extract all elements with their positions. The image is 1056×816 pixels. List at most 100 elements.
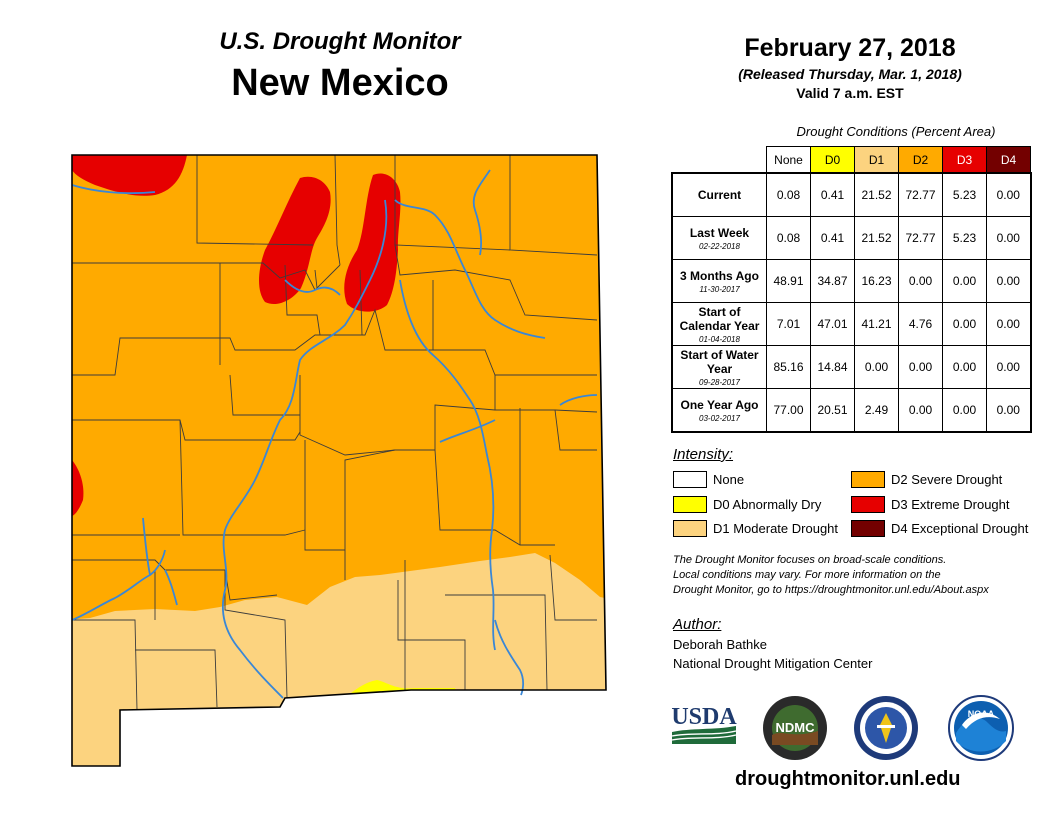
table-cell: 2.49 <box>854 388 899 433</box>
column-header-d0: D0 <box>810 146 855 174</box>
table-cell: 72.77 <box>898 172 943 217</box>
legend-item-d1: D1 Moderate Drought <box>673 520 838 537</box>
table-cell: 5.23 <box>942 216 987 260</box>
mimbres-river <box>164 569 178 606</box>
legend-label: D0 Abnormally Dry <box>713 497 822 512</box>
table-cell: 0.00 <box>986 302 1031 346</box>
table-cell: 0.00 <box>986 259 1031 303</box>
table-row-3-months-ago: 3 Months Ago 11-30-2017 48.91 34.87 16.23… <box>671 259 1031 303</box>
table-row-start-of-calendar-year: Start of Calendar Year 01-04-2018 7.01 47… <box>671 302 1031 346</box>
table-cell: 0.00 <box>942 388 987 433</box>
table-cell: 5.23 <box>942 172 987 217</box>
ndmc-logo: NDMC <box>763 696 827 760</box>
table-cell: 0.41 <box>810 172 855 217</box>
canadian-north-branch <box>472 169 491 256</box>
d3-extreme-drought-northwest <box>72 155 187 196</box>
table-row-current: Current 0.08 0.41 21.52 72.77 5.23 0.00 <box>671 172 1031 217</box>
usda-logo-text: USDA <box>671 704 737 730</box>
legend-item-d0: D0 Abnormally Dry <box>673 496 821 513</box>
new-mexico-drought-map <box>71 154 607 767</box>
note-line: The Drought Monitor focuses on broad-sca… <box>673 554 947 566</box>
row-label: Start of Calendar Year <box>679 304 760 333</box>
eastern-tributary <box>559 394 598 406</box>
legend-item-d2: D2 Severe Drought <box>851 471 1002 488</box>
table-cell: 4.76 <box>898 302 943 346</box>
noaa-logo-text: NOAA <box>968 709 995 719</box>
table-cell: 21.52 <box>854 172 899 217</box>
row-date: 01-04-2018 <box>699 334 740 344</box>
san-juan-river <box>71 184 156 195</box>
table-cell: 0.00 <box>986 216 1031 260</box>
author-organization: National Drought Mitigation Center <box>673 656 873 671</box>
table-cell: 0.00 <box>942 345 987 389</box>
website-link[interactable]: droughtmonitor.unl.edu <box>735 768 961 790</box>
table-cell: 48.91 <box>766 259 811 303</box>
table-caption: Drought Conditions (Percent Area) <box>796 124 996 139</box>
map-subtitle: U.S. Drought Monitor <box>219 28 461 55</box>
table-cell: 0.00 <box>986 172 1031 217</box>
ndmc-logo-text: NDMC <box>776 720 816 735</box>
disclaimer-note: The Drought Monitor focuses on broad-sca… <box>673 553 1023 598</box>
rio-grande <box>221 199 388 699</box>
hondo-river <box>439 419 496 443</box>
legend-title: Intensity: <box>673 446 734 463</box>
legend-swatch <box>851 520 885 537</box>
d3-extreme-drought-north-central <box>259 176 331 305</box>
legend-swatch <box>851 496 885 513</box>
legend-swatch <box>851 471 885 488</box>
column-header-d3: D3 <box>942 146 987 174</box>
legend-item-none: None <box>673 471 744 488</box>
gila-tributary <box>142 517 151 576</box>
release-date: (Released Thursday, Mar. 1, 2018) <box>738 66 962 82</box>
rio-chama <box>284 279 341 296</box>
author-name: Deborah Bathke <box>673 637 767 652</box>
table-row-one-year-ago: One Year Ago 03-02-2017 77.00 20.51 2.49 … <box>671 388 1031 433</box>
table-cell: 0.00 <box>898 345 943 389</box>
pecos-river <box>399 279 496 651</box>
table-cell: 21.52 <box>854 216 899 260</box>
table-cell: 77.00 <box>766 388 811 433</box>
table-cell: 14.84 <box>810 345 855 389</box>
table-cell: 0.00 <box>942 259 987 303</box>
legend-label: D3 Extreme Drought <box>891 497 1010 512</box>
legend-label: None <box>713 472 745 487</box>
legend-label: D2 Severe Drought <box>891 472 1003 487</box>
column-header-none: None <box>766 146 811 174</box>
note-line: Drought Monitor, go to https://droughtmo… <box>673 584 989 596</box>
row-label: Current <box>697 188 742 202</box>
legend-label: D1 Moderate Drought <box>713 521 839 536</box>
table-cell: 20.51 <box>810 388 855 433</box>
table-cell: 16.23 <box>854 259 899 303</box>
legend-swatch <box>673 520 707 537</box>
table-cell: 0.00 <box>942 302 987 346</box>
map-date: February 27, 2018 <box>744 34 956 62</box>
table-cell: 47.01 <box>810 302 855 346</box>
table-row-last-week: Last Week 02-22-2018 0.08 0.41 21.52 72.7… <box>671 216 1031 260</box>
table-cell: 0.08 <box>766 216 811 260</box>
usda-logo: USDA <box>671 704 737 744</box>
row-header: Current <box>671 172 767 217</box>
row-header: 3 Months Ago 11-30-2017 <box>671 259 767 303</box>
table-cell: 7.01 <box>766 302 811 346</box>
table-cell: 72.77 <box>898 216 943 260</box>
legend-label: D4 Exceptional Drought <box>891 521 1029 536</box>
row-date: 09-28-2017 <box>699 377 740 387</box>
row-header: One Year Ago 03-02-2017 <box>671 388 767 433</box>
county-boundaries <box>72 154 598 711</box>
table-cell: 85.16 <box>766 345 811 389</box>
gila-river <box>71 549 166 621</box>
table-row-start-of-water-year: Start of Water Year 09-28-2017 85.16 14.8… <box>671 345 1031 389</box>
title-block: U.S. Drought Monitor New Mexico <box>150 28 530 105</box>
department-of-commerce-seal-icon <box>854 696 918 760</box>
author-title: Author: <box>673 616 722 633</box>
table-cell: 0.08 <box>766 172 811 217</box>
row-label: 3 Months Ago <box>680 268 759 283</box>
row-date: 11-30-2017 <box>699 284 740 294</box>
legend-item-d3: D3 Extreme Drought <box>851 496 1010 513</box>
column-header-d2: D2 <box>898 146 943 174</box>
table-cell: 34.87 <box>810 259 855 303</box>
table-cell: 0.00 <box>898 388 943 433</box>
table-cell: 0.00 <box>898 259 943 303</box>
row-label: Start of Water Year <box>680 347 759 376</box>
date-block: February 27, 2018 (Released Thursday, Ma… <box>700 34 1000 101</box>
